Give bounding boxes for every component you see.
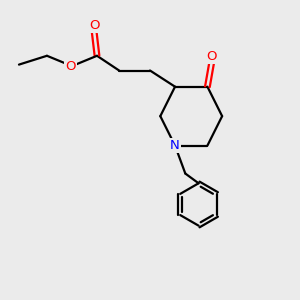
Text: O: O	[89, 19, 99, 32]
Text: O: O	[65, 60, 76, 73]
Text: O: O	[207, 50, 217, 63]
Text: N: N	[170, 139, 180, 152]
